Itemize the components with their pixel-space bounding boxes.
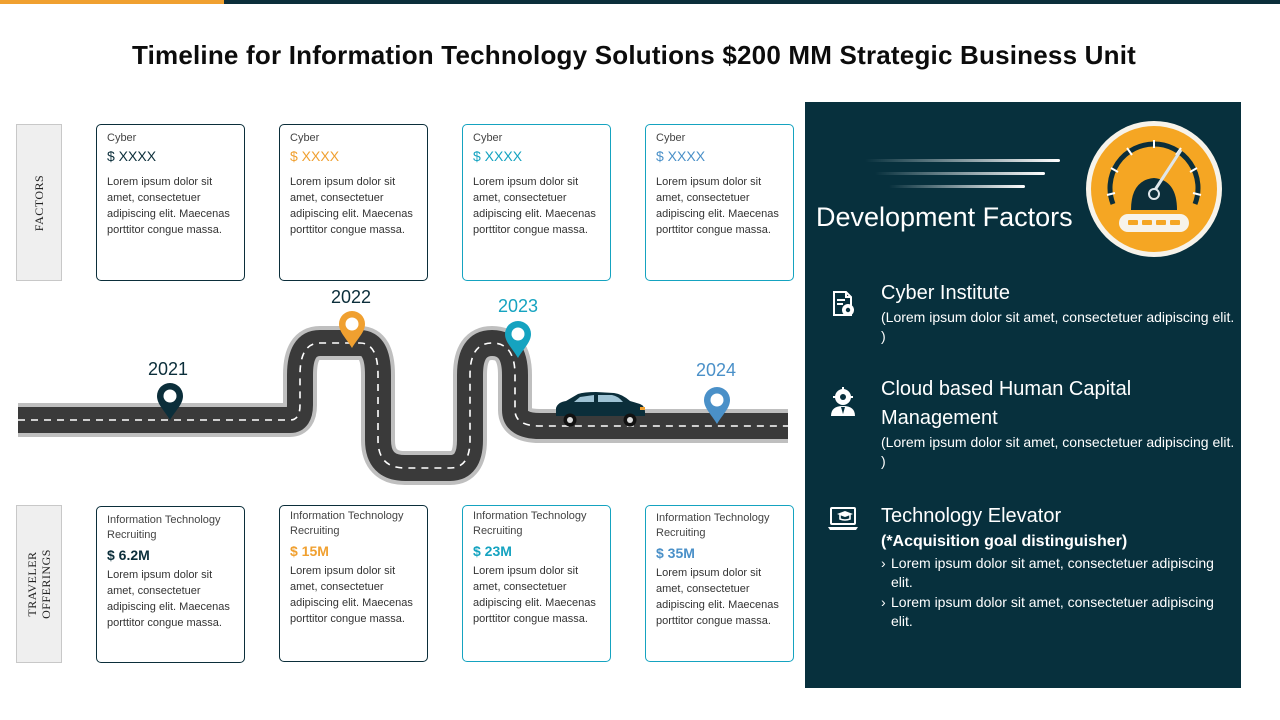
factors-label-box: FACTORS xyxy=(16,124,62,281)
speed-line xyxy=(889,185,1025,188)
road-shoulder xyxy=(18,326,788,485)
offering-card-2021: Information Technology Recruiting $ 6.2M… xyxy=(96,506,245,663)
factor-card-2023: Cyber $ XXXX Lorem ipsum dolor sit amet,… xyxy=(462,124,611,281)
pin-2023-icon xyxy=(505,321,531,358)
factor-value: $ XXXX xyxy=(290,148,340,164)
factor-value: $ XXXX xyxy=(473,148,523,164)
bullet-item: Lorem ipsum dolor sit amet, consectetuer… xyxy=(881,554,1237,592)
factor-item-cloud-hcm: Cloud based Human Capital Management (Lo… xyxy=(881,378,1235,469)
traveler-offerings-label-box: TRAVELER OFFERINGS xyxy=(16,505,62,663)
factor-value: $ XXXX xyxy=(107,148,157,164)
traveler-offerings-label: TRAVELER OFFERINGS xyxy=(25,549,53,619)
offering-value: $ 15M xyxy=(290,543,329,559)
offering-card-2023: Information Technology Recruiting $ 23M … xyxy=(462,505,611,662)
factor-card-2021: Cyber $ XXXX Lorem ipsum dolor sit amet,… xyxy=(96,124,245,281)
speed-line xyxy=(875,172,1045,175)
factor-card-2024: Cyber $ XXXX Lorem ipsum dolor sit amet,… xyxy=(645,124,794,281)
year-2024: 2024 xyxy=(696,360,737,380)
year-2022: 2022 xyxy=(331,287,372,307)
bullet-item: Lorem ipsum dolor sit amet, consectetuer… xyxy=(881,593,1237,631)
road-center-line xyxy=(18,342,788,469)
offering-value: $ 35M xyxy=(656,545,695,561)
factor-value: $ XXXX xyxy=(656,148,706,164)
document-gear-icon xyxy=(833,291,854,316)
laptop-graduation-icon xyxy=(828,507,858,530)
year-2023: 2023 xyxy=(498,296,539,316)
top-dark-bar xyxy=(224,0,1280,4)
person-gear-icon xyxy=(831,387,855,416)
factor-item-cyber-institute: Cyber Institute (Lorem ipsum dolor sit a… xyxy=(881,282,1235,344)
top-accent-bar xyxy=(0,0,224,4)
factor-card-2022: Cyber $ XXXX Lorem ipsum dolor sit amet,… xyxy=(279,124,428,281)
pin-2022-icon xyxy=(339,311,365,348)
offering-value: $ 23M xyxy=(473,543,512,559)
factor-item-technology-elevator: Technology Elevator (*Acquisition goal d… xyxy=(881,502,1237,631)
speed-line xyxy=(865,159,1060,162)
offering-card-2024: Information Technology Recruiting $ 35M … xyxy=(645,505,794,662)
development-factors-panel: Development Factors Cyber Institute (Lor… xyxy=(805,102,1241,688)
year-2021: 2021 xyxy=(148,359,189,379)
slide-title: Timeline for Information Technology Solu… xyxy=(131,40,1137,70)
timeline-road xyxy=(18,311,788,485)
car-icon xyxy=(556,392,645,427)
pin-2021-icon xyxy=(157,383,183,420)
offering-card-2022: Information Technology Recruiting $ 15M … xyxy=(279,505,428,662)
factors-label: FACTORS xyxy=(32,174,46,231)
pin-2024-icon xyxy=(704,387,730,424)
panel-title: Development Factors xyxy=(816,202,1073,232)
speedometer-icon xyxy=(1086,121,1222,257)
offering-value: $ 6.2M xyxy=(107,547,150,563)
